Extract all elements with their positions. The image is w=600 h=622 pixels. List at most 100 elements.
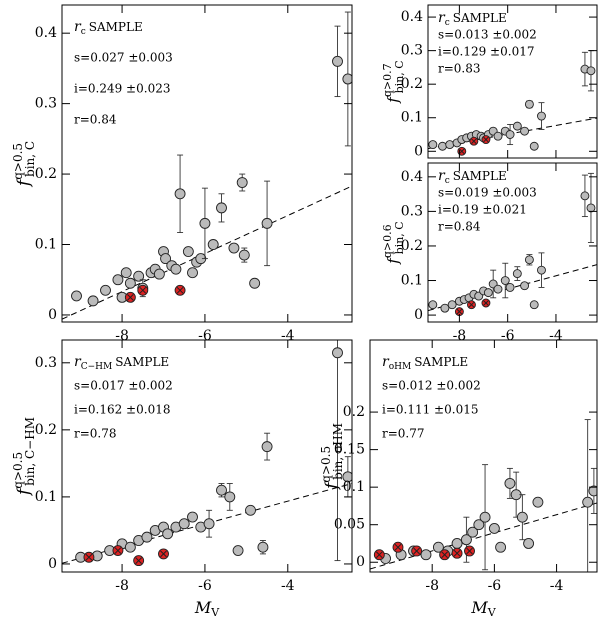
plot-area	[428, 50, 597, 156]
point	[467, 526, 479, 538]
sample-label: rc SAMPLE	[74, 19, 143, 37]
point	[537, 111, 546, 121]
plot-area	[428, 172, 597, 317]
point	[483, 288, 493, 298]
point-cross	[139, 286, 147, 294]
point	[505, 130, 515, 139]
x-tick-label: -8	[115, 578, 129, 594]
point	[238, 249, 250, 261]
fit-stat: i=0.19 ±0.021	[438, 203, 527, 217]
point	[432, 541, 444, 553]
point-cross	[375, 551, 383, 559]
point	[170, 263, 182, 275]
y-label-sup: q>0.5	[11, 452, 25, 489]
sample-label: rC−HM SAMPLE	[74, 354, 169, 372]
sample-sub: c	[81, 27, 86, 37]
point	[447, 300, 457, 310]
fit-stat: r=0.84	[438, 220, 481, 234]
sample-rest: SAMPLE	[453, 169, 507, 183]
x-label-sub: V	[487, 606, 497, 619]
panel: -8 -6 -400.050.10.150.2fq>0.5bin, oHMMVroH…	[319, 339, 598, 620]
y-tick-label: 0.1	[35, 237, 57, 253]
fit-stat: r=0.84	[74, 113, 117, 127]
sample-r: r	[438, 10, 446, 26]
point	[516, 511, 528, 523]
panel: 00.10.20.30.4fq>0.7bin, Crc SAMPLEs=0.013…	[381, 4, 598, 159]
point-cross	[114, 547, 122, 554]
x-axis-label: MV	[470, 598, 496, 620]
point	[87, 295, 99, 307]
point	[428, 300, 438, 310]
point	[236, 177, 248, 188]
y-tick-label: 0	[414, 307, 423, 323]
point	[524, 255, 534, 265]
x-tick-label: -8	[425, 578, 439, 594]
panel: -8 -6 -400.10.20.30.4fq>0.6bin, Crc SAMPLEs…	[381, 162, 598, 344]
point	[479, 511, 491, 523]
y-tick-label: 0.1	[343, 479, 365, 495]
y-axis-label: fq>0.5bin, oHM	[319, 423, 345, 491]
point	[207, 239, 219, 250]
frame	[61, 4, 353, 323]
point	[245, 504, 256, 516]
fit-stat: i=0.111 ±0.015	[382, 403, 478, 417]
point	[261, 217, 273, 229]
point-cross	[466, 547, 473, 555]
point	[342, 73, 352, 85]
y-label-sub: bin, C	[393, 221, 406, 254]
point	[216, 202, 227, 214]
point	[445, 140, 455, 150]
point-cross	[453, 549, 461, 557]
point-cross	[456, 308, 463, 315]
fit-line	[62, 185, 352, 320]
fit-stat: s=0.013 ±0.002	[438, 28, 537, 42]
point-cross	[459, 148, 465, 155]
y-tick-label: 0	[48, 307, 57, 323]
point	[332, 55, 343, 67]
point	[261, 441, 273, 453]
x-label-main: M	[194, 598, 212, 617]
point	[473, 519, 485, 531]
point	[120, 267, 132, 279]
point	[160, 253, 172, 265]
y-tick-label: 0.2	[35, 166, 57, 182]
plot-area	[62, 340, 352, 567]
sample-r: r	[74, 354, 82, 370]
point-cross	[85, 553, 93, 561]
point	[232, 545, 244, 556]
point	[586, 203, 596, 213]
point	[588, 485, 597, 497]
point	[512, 121, 522, 131]
point	[420, 549, 432, 561]
sample-r: r	[382, 354, 390, 370]
y-label-sup: q>0.5	[319, 446, 333, 483]
point-cross	[471, 138, 477, 144]
point	[512, 269, 522, 279]
fit-stat: s=0.017 ±0.002	[74, 379, 173, 393]
point-cross	[483, 300, 489, 306]
point	[124, 541, 136, 553]
plot-area	[62, 11, 352, 320]
y-tick-label: 0.3	[401, 203, 423, 219]
fit-stat: i=0.129 ±0.017	[438, 45, 534, 59]
y-axis-label: fq>0.5bin, C−HM	[11, 417, 37, 497]
panel: -8 -6 -400.10.20.30.4fq>0.5bin, Crc SAMPLEs…	[11, 4, 353, 344]
point	[153, 268, 165, 280]
y-axis-label: fq>0.5bin, C	[11, 141, 37, 188]
point	[493, 284, 503, 294]
y-axis-label: fq>0.6bin, C	[381, 221, 406, 264]
point	[529, 300, 539, 310]
y-tick-label: 0	[48, 556, 57, 572]
point	[580, 191, 590, 201]
point	[199, 217, 211, 229]
y-axis-label: fq>0.7bin, C	[381, 60, 406, 103]
x-tick-label: -6	[198, 578, 212, 594]
point	[504, 477, 516, 489]
y-label-main: f	[384, 256, 402, 265]
x-tick-label: -4	[550, 578, 564, 594]
sample-sub: c	[445, 18, 450, 28]
y-tick-label: 0.15	[334, 442, 365, 458]
frame	[369, 339, 598, 573]
point	[332, 347, 343, 359]
